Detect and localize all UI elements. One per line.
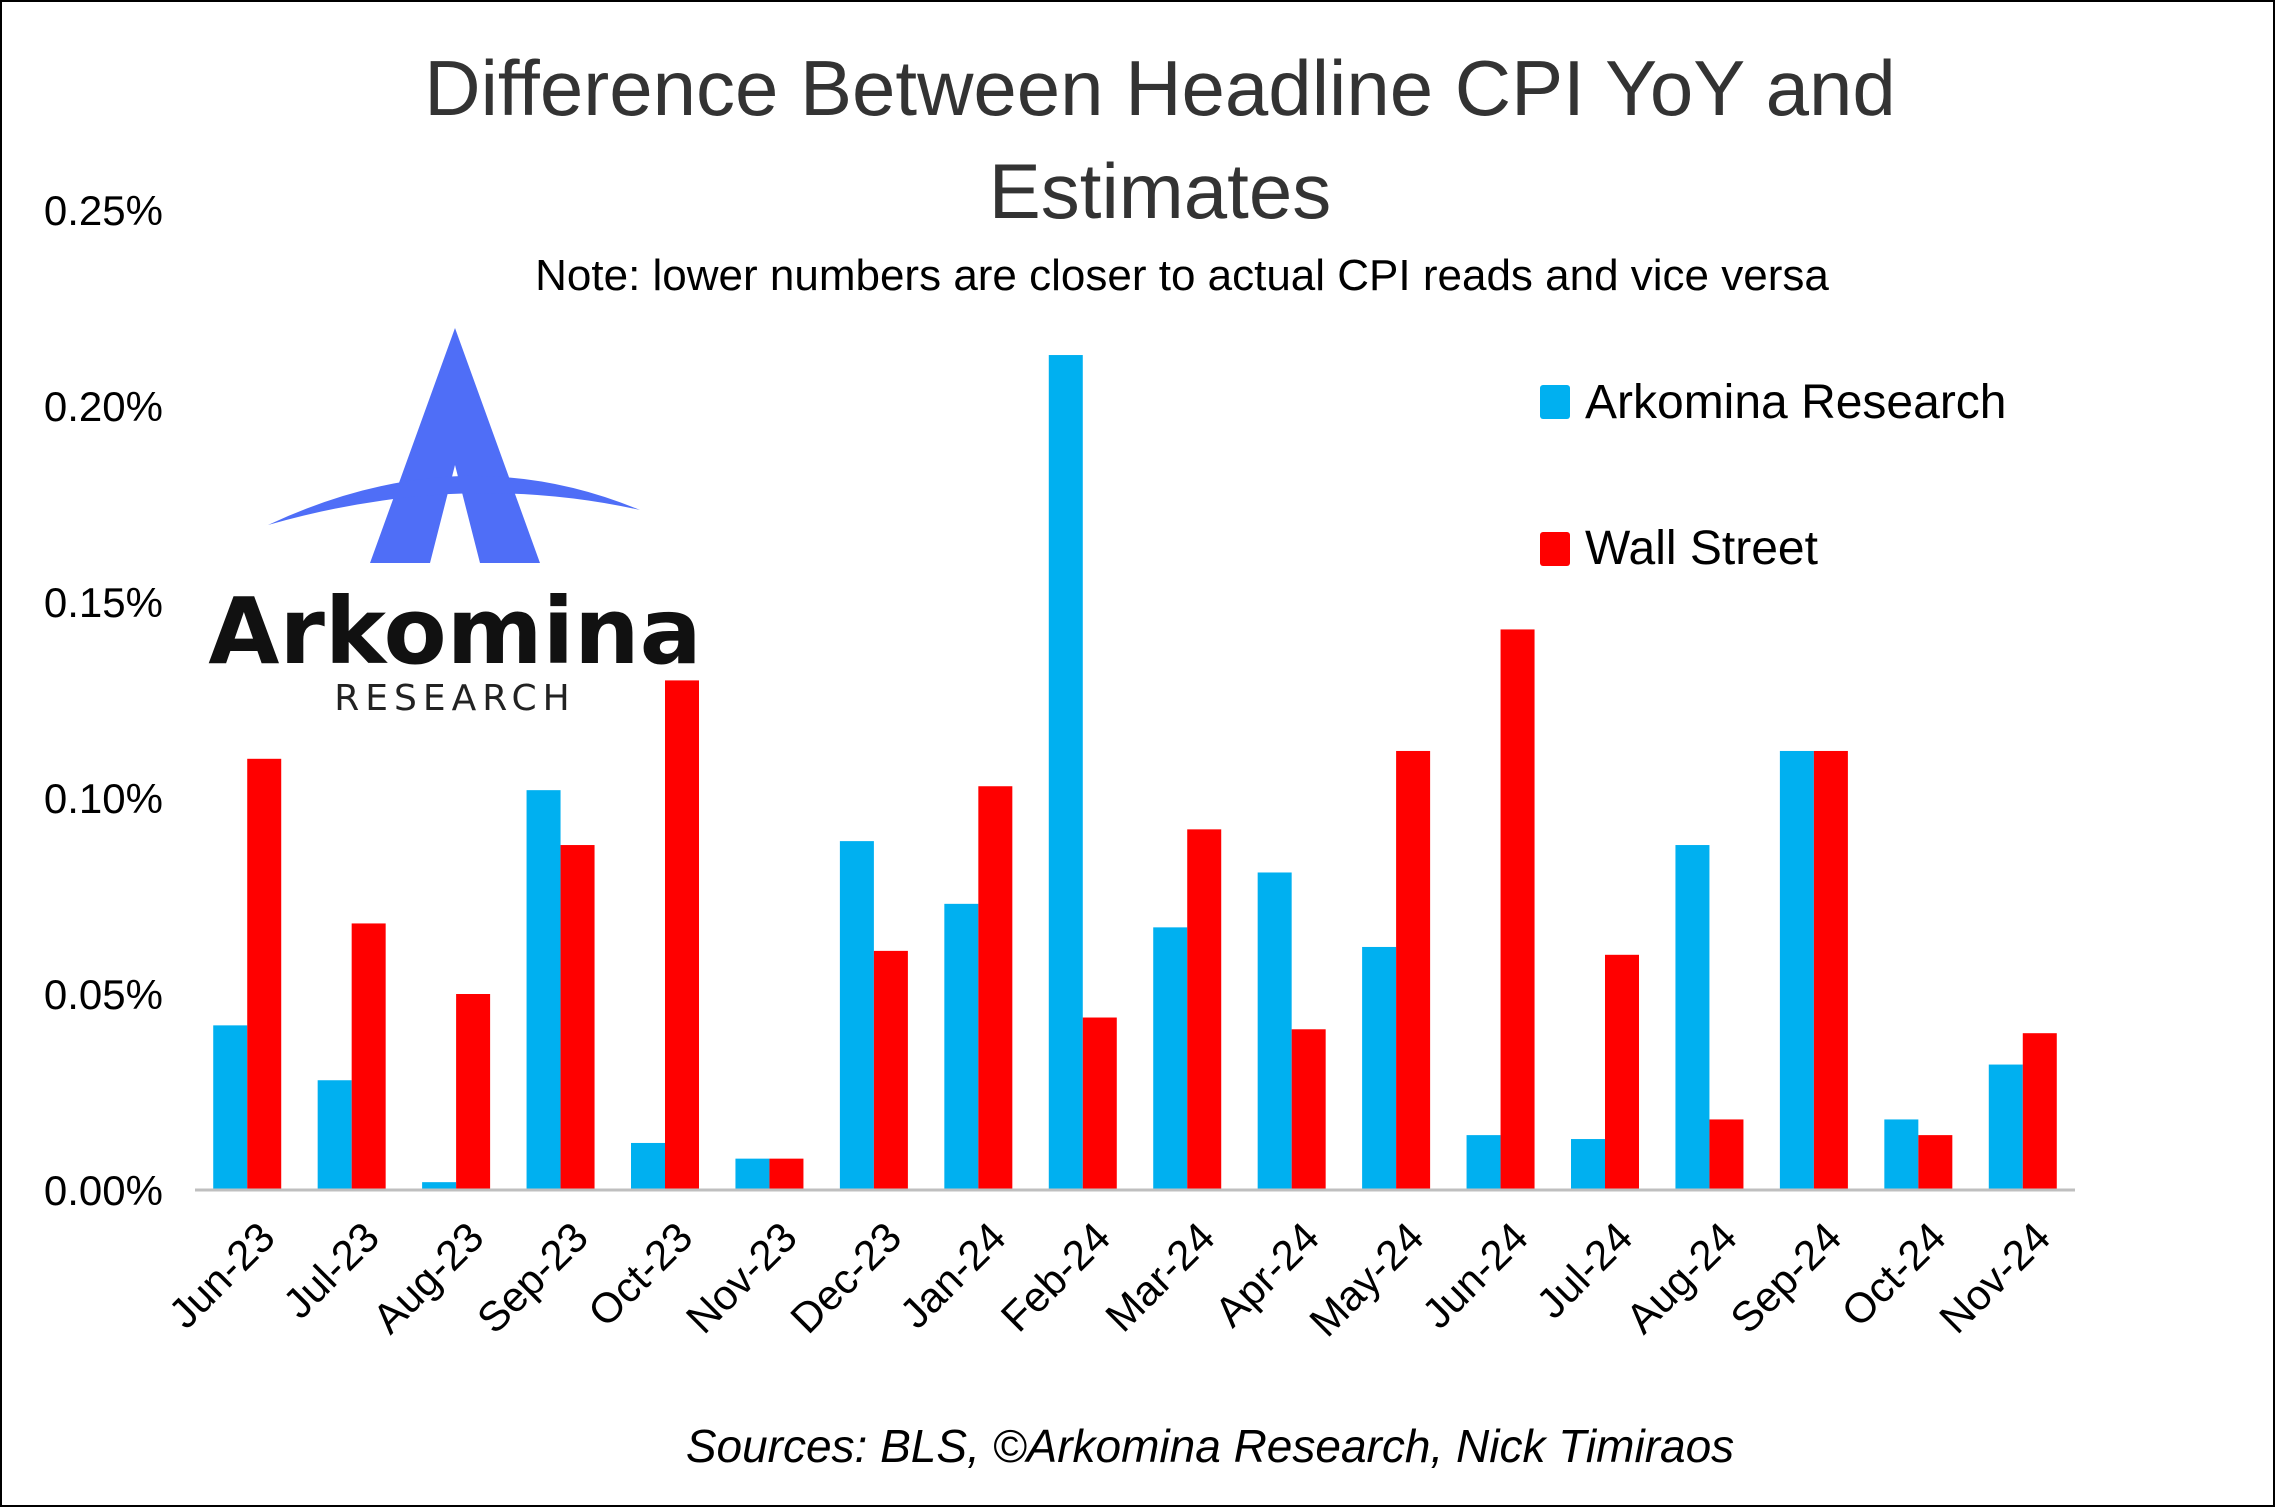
bar-wall-street-jul-23 xyxy=(351,923,386,1190)
bar-arkomina-aug-23 xyxy=(422,1182,457,1190)
y-tick-label: 0.00% xyxy=(44,1167,163,1214)
x-tick-label: Aug-24 xyxy=(1617,1213,1746,1342)
x-tick-label: May-24 xyxy=(1300,1213,1432,1345)
bar-wall-street-sep-24 xyxy=(1813,750,1848,1190)
legend-label-wall-street: Wall Street xyxy=(1585,522,1818,575)
x-tick-label: Aug-23 xyxy=(363,1213,492,1342)
legend: Arkomina Research Wall Street xyxy=(1540,376,2007,575)
bar-wall-street-jun-23 xyxy=(247,758,282,1190)
bar-arkomina-apr-24 xyxy=(1257,872,1292,1190)
y-axis-ticks: 0.00% 0.05% 0.10% 0.15% 0.20% 0.25% xyxy=(44,187,163,1214)
y-tick-label: 0.20% xyxy=(44,383,163,430)
legend-label-arkomina: Arkomina Research xyxy=(1585,376,2007,429)
bar-wall-street-dec-23 xyxy=(873,950,908,1190)
y-tick-label: 0.05% xyxy=(44,971,163,1018)
logo-tagline: RESEARCH xyxy=(334,678,575,719)
bar-wall-street-aug-23 xyxy=(456,994,491,1190)
bar-wall-street-aug-24 xyxy=(1709,1119,1744,1190)
x-tick-label: Jun-23 xyxy=(160,1213,284,1337)
bar-arkomina-jul-23 xyxy=(317,1080,352,1190)
y-tick-label: 0.10% xyxy=(44,775,163,822)
x-tick-label: Sep-24 xyxy=(1721,1213,1850,1342)
bar-wall-street-jun-24 xyxy=(1500,629,1535,1190)
bar-arkomina-nov-23 xyxy=(735,1158,770,1190)
x-tick-label: Jan-24 xyxy=(891,1213,1015,1337)
bar-arkomina-jan-24 xyxy=(944,903,979,1190)
x-tick-label: Feb-24 xyxy=(992,1213,1119,1340)
x-axis-ticks: Jun-23Jul-23Aug-23Sep-23Oct-23Nov-23Dec-… xyxy=(160,1213,2060,1345)
x-tick-label: Nov-24 xyxy=(1930,1213,2059,1342)
bar-arkomina-may-24 xyxy=(1362,946,1397,1190)
logo-triangle-icon xyxy=(370,328,540,563)
bar-wall-street-oct-24 xyxy=(1918,1135,1953,1190)
bars-group xyxy=(213,355,2057,1190)
bar-arkomina-feb-24 xyxy=(1048,355,1083,1190)
bar-arkomina-mar-24 xyxy=(1153,927,1188,1190)
x-tick-label: Dec-23 xyxy=(781,1213,910,1342)
bar-arkomina-sep-23 xyxy=(526,790,561,1190)
bar-wall-street-oct-23 xyxy=(665,680,699,1190)
bar-wall-street-jul-24 xyxy=(1605,954,1639,1190)
legend-swatch-arkomina xyxy=(1540,385,1570,419)
x-tick-label: Sep-23 xyxy=(468,1213,597,1342)
bar-arkomina-dec-23 xyxy=(839,841,874,1190)
bar-wall-street-nov-23 xyxy=(769,1158,804,1190)
x-tick-label: Mar-24 xyxy=(1096,1213,1223,1340)
logo-wordmark: Arkomina xyxy=(208,578,701,685)
bar-wall-street-feb-24 xyxy=(1082,1017,1117,1190)
bar-arkomina-oct-23 xyxy=(631,1142,665,1190)
bar-arkomina-sep-24 xyxy=(1779,750,1814,1190)
logo-arc-icon xyxy=(268,475,640,525)
bar-arkomina-aug-24 xyxy=(1675,845,1710,1190)
bar-wall-street-sep-23 xyxy=(560,845,595,1190)
y-tick-label: 0.15% xyxy=(44,579,163,626)
bar-arkomina-jun-24 xyxy=(1466,1135,1501,1190)
bar-wall-street-mar-24 xyxy=(1187,829,1222,1190)
legend-swatch-wall-street xyxy=(1540,532,1570,566)
bar-wall-street-jan-24 xyxy=(978,786,1013,1190)
bar-arkomina-oct-24 xyxy=(1884,1119,1919,1190)
chart-subtitle: Note: lower numbers are closer to actual… xyxy=(535,251,1829,300)
bar-wall-street-nov-24 xyxy=(2022,1033,2057,1190)
chart-title-line1: Difference Between Headline CPI YoY and xyxy=(424,44,1896,132)
bar-arkomina-nov-24 xyxy=(1988,1064,2023,1190)
x-tick-label: Oct-24 xyxy=(1832,1213,1954,1335)
x-tick-label: Nov-23 xyxy=(677,1213,806,1342)
chart-title-line2: Estimates xyxy=(989,147,1331,235)
chart-source: Sources: BLS, ©Arkomina Research, Nick T… xyxy=(686,1420,1734,1472)
arkomina-logo: Arkomina RESEARCH xyxy=(208,328,702,719)
bar-arkomina-jun-23 xyxy=(213,1025,248,1190)
bar-wall-street-apr-24 xyxy=(1291,1029,1326,1190)
x-tick-label: Oct-23 xyxy=(579,1213,701,1335)
x-tick-label: Jun-24 xyxy=(1413,1213,1537,1337)
bar-arkomina-jul-24 xyxy=(1571,1139,1605,1190)
y-tick-label: 0.25% xyxy=(44,187,163,234)
bar-wall-street-may-24 xyxy=(1396,750,1431,1190)
